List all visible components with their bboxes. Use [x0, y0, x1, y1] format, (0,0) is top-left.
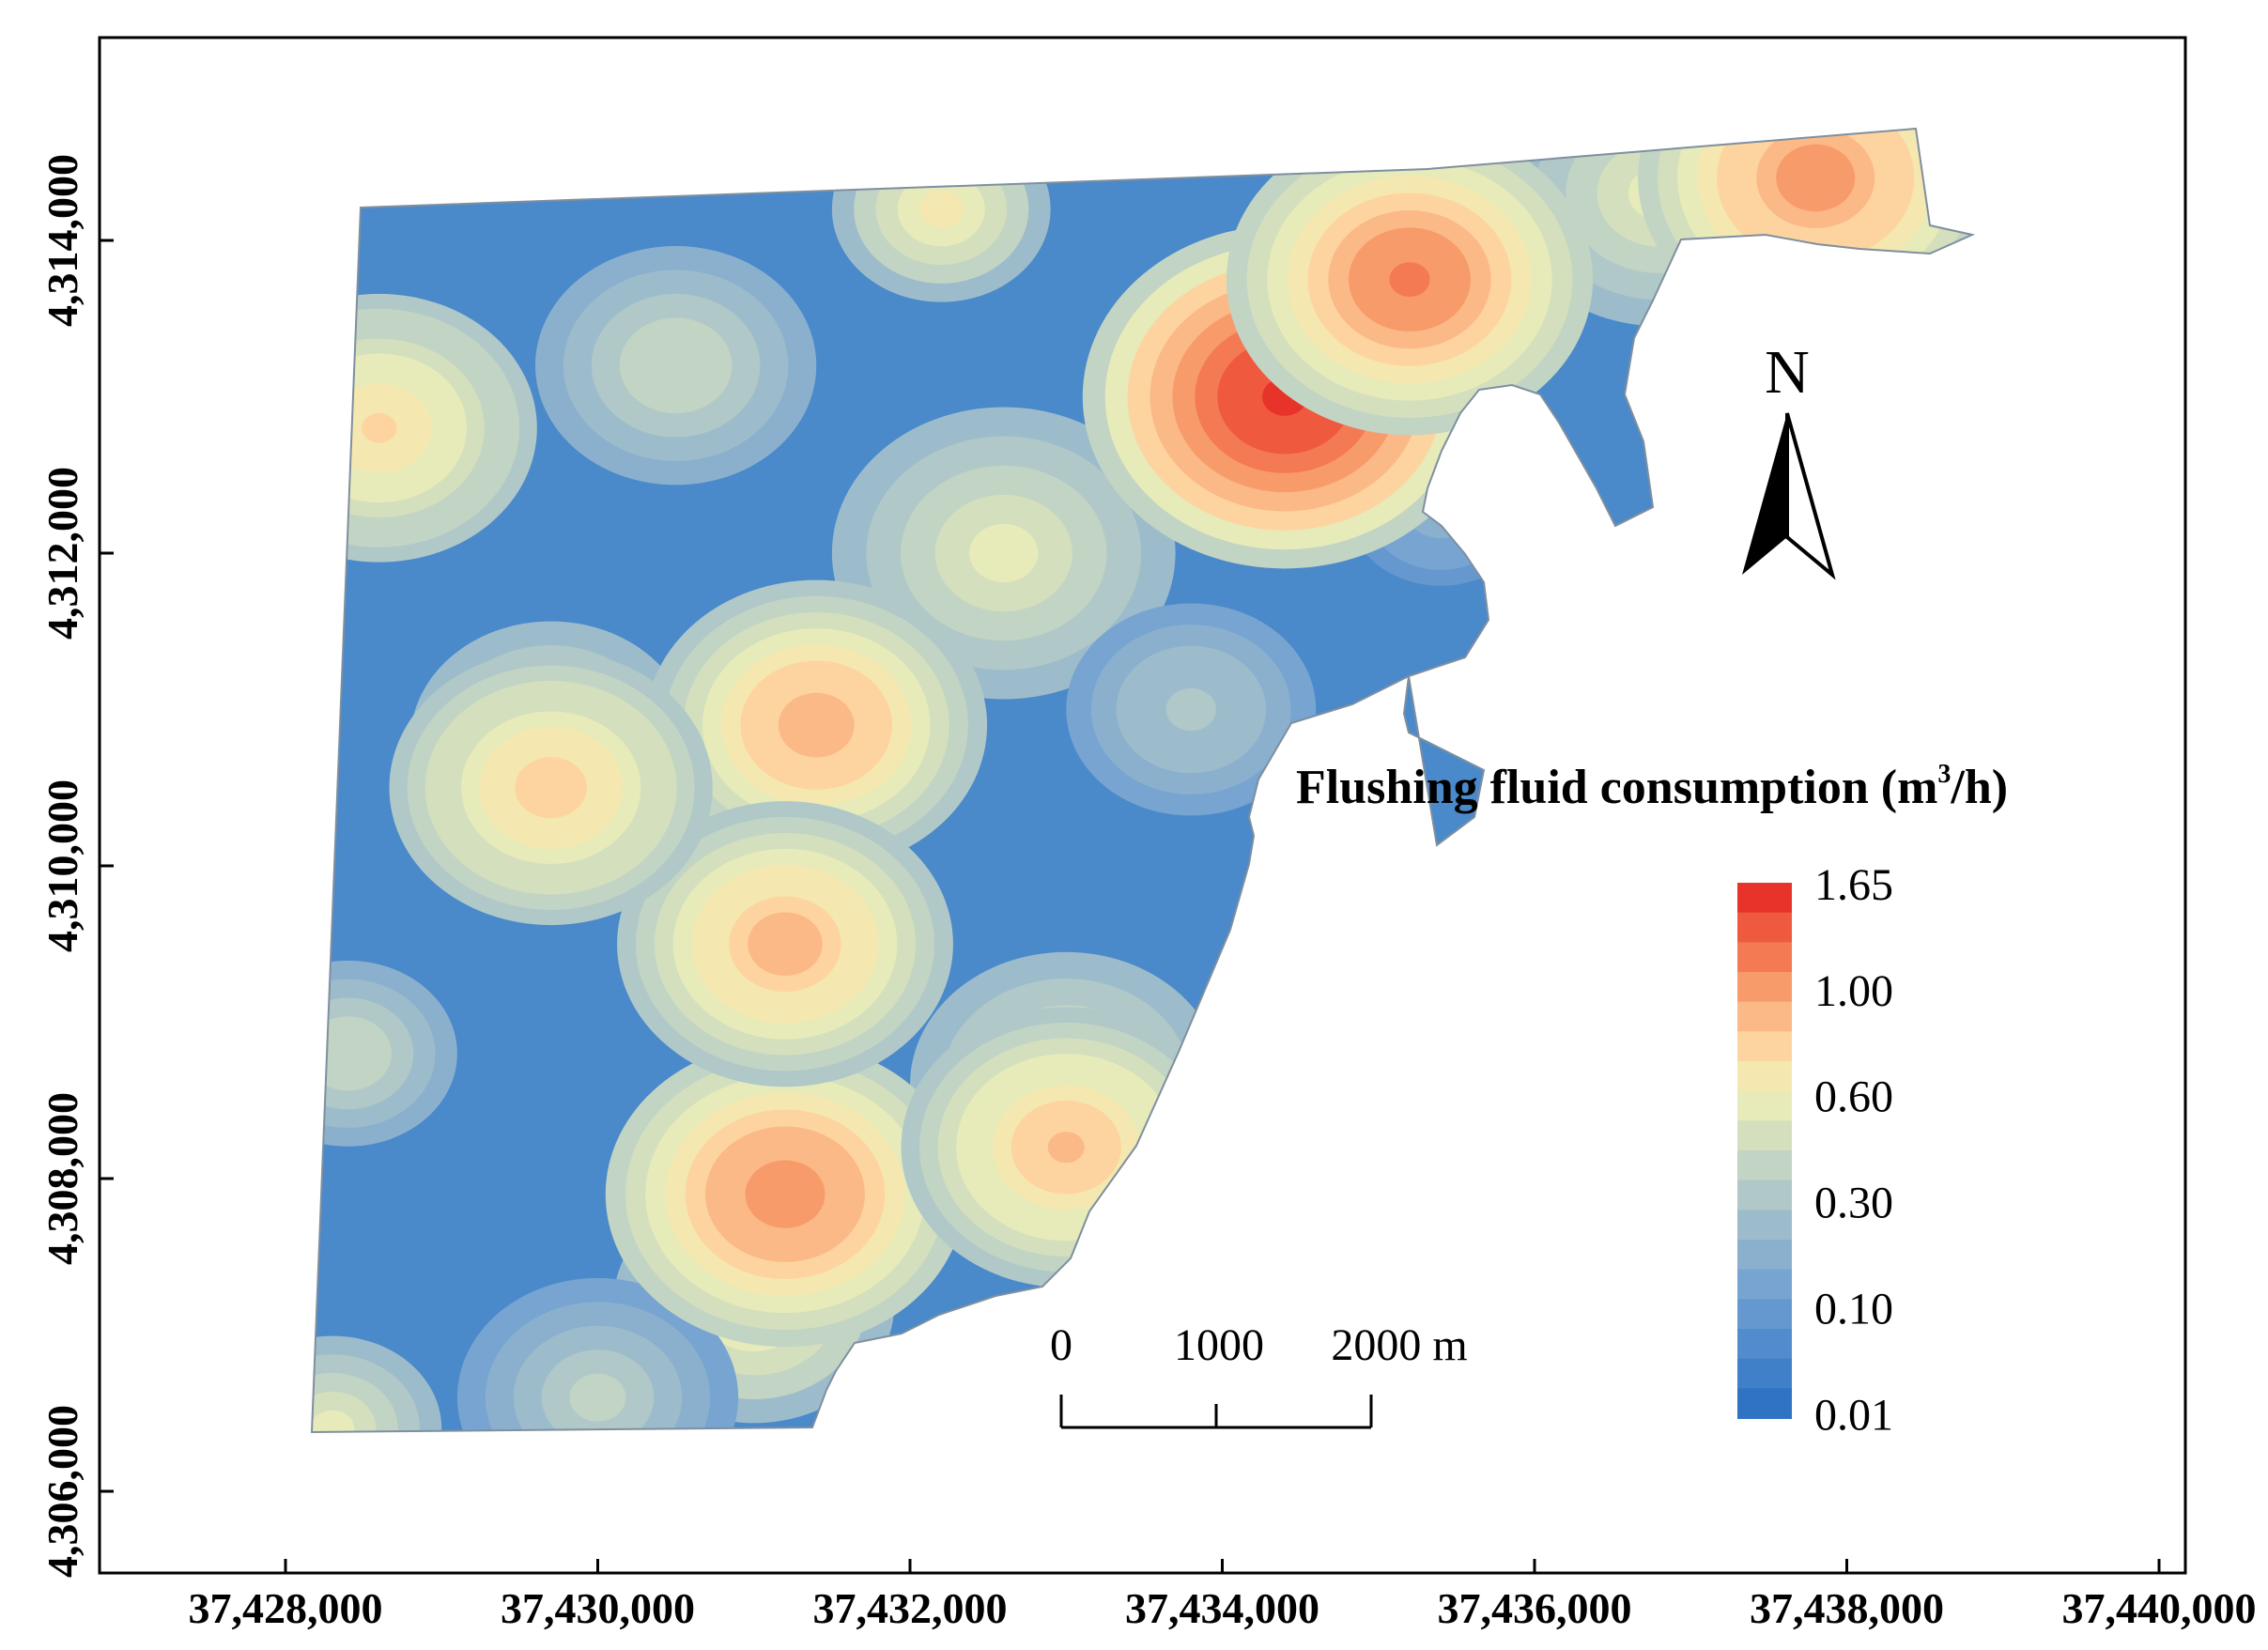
x-tick-label: 37,434,000 — [1125, 1584, 1319, 1632]
surface-patch — [312, 1410, 355, 1432]
hotspot-ring — [766, 928, 804, 961]
legend-label: 0.30 — [1814, 1179, 1893, 1228]
legend-swatch — [1737, 1001, 1792, 1033]
hotspot-ring — [764, 1177, 806, 1211]
y-tick-label: 4,312,000 — [39, 467, 86, 640]
legend-swatch — [1737, 1180, 1792, 1211]
y-tick-label: 4,310,000 — [39, 779, 86, 952]
legend-swatch — [1737, 1150, 1792, 1181]
legend-swatch — [1737, 942, 1792, 973]
scale-bar: 0 1000 2000 m — [1050, 1320, 1468, 1429]
legend-swatch — [1737, 1358, 1792, 1390]
legend-label: 0.60 — [1814, 1072, 1893, 1122]
hotspot-ring — [1047, 1132, 1085, 1164]
legend-swatch — [1737, 1090, 1792, 1122]
legend-swatch — [1737, 1388, 1792, 1419]
y-tick-label: 4,314,000 — [39, 154, 86, 327]
surface-patch — [1165, 687, 1216, 732]
x-axis: 37,428,000 37,430,000 37,432,000 37,434,000… — [189, 1559, 2257, 1632]
surface-patch — [569, 1373, 626, 1422]
legend-label: 1.65 — [1814, 860, 1893, 910]
plot-frame — [98, 36, 2187, 1575]
surface-patch — [647, 341, 704, 390]
north-label: N — [1765, 338, 1810, 407]
legend-swatch — [1737, 1269, 1792, 1301]
north-arrow: N — [1742, 338, 1836, 580]
legend-swatch — [1737, 1210, 1792, 1241]
north-arrow-right-icon — [1785, 412, 1836, 580]
scale-label-1000: 1000 — [1174, 1320, 1264, 1370]
legend-labels: 1.65 1.00 0.60 0.30 0.10 0.01 — [1814, 860, 1893, 1440]
legend-swatch — [1737, 1329, 1792, 1360]
hotspot-ring — [1389, 262, 1430, 298]
north-arrow-left-icon — [1742, 413, 1787, 575]
surface-patch — [326, 1035, 370, 1072]
scale-label-0: 0 — [1050, 1320, 1072, 1370]
legend-colorbar — [1737, 883, 1792, 1419]
legend-swatch — [1737, 1031, 1792, 1062]
legend-swatch — [1737, 912, 1792, 944]
interpolation-surface — [312, 129, 1972, 1432]
x-tick-label: 37,432,000 — [813, 1584, 1008, 1632]
legend: Flushing fluid consumption (m3/h) 1.651.… — [1296, 760, 2008, 1440]
legend-swatch — [1737, 1299, 1792, 1330]
legend-label: 0.10 — [1814, 1284, 1893, 1334]
x-tick-label: 37,430,000 — [501, 1584, 695, 1632]
y-tick-label: 4,308,000 — [39, 1092, 86, 1265]
x-tick-label: 37,436,000 — [1438, 1584, 1632, 1632]
scale-label-2000: 2000 m — [1331, 1320, 1467, 1370]
x-tick-label: 37,428,000 — [189, 1584, 383, 1632]
legend-title: Flushing fluid consumption (m3/h) — [1296, 760, 2008, 814]
x-tick-label: 37,440,000 — [2062, 1584, 2257, 1632]
hotspot-ring — [1796, 161, 1836, 195]
legend-swatch — [1737, 883, 1792, 914]
y-axis: 4,306,000 4,308,000 4,310,000 4,312,000 4,31… — [39, 154, 114, 1578]
legend-swatch — [1737, 1120, 1792, 1151]
legend-swatch — [1737, 1240, 1792, 1271]
hotspot-ring — [362, 412, 397, 443]
y-tick-label: 4,306,000 — [39, 1405, 86, 1578]
legend-swatch — [1737, 972, 1792, 1003]
legend-label: 1.00 — [1814, 966, 1893, 1016]
hotspot-ring — [797, 708, 836, 742]
legend-swatch — [1737, 1061, 1792, 1092]
hotspot-ring — [532, 772, 569, 804]
surface-patch — [918, 190, 964, 228]
study-area-outline — [310, 127, 1976, 1434]
legend-label: 0.01 — [1814, 1390, 1893, 1440]
surface-patch — [969, 523, 1039, 583]
x-tick-label: 37,438,000 — [1750, 1584, 1944, 1632]
